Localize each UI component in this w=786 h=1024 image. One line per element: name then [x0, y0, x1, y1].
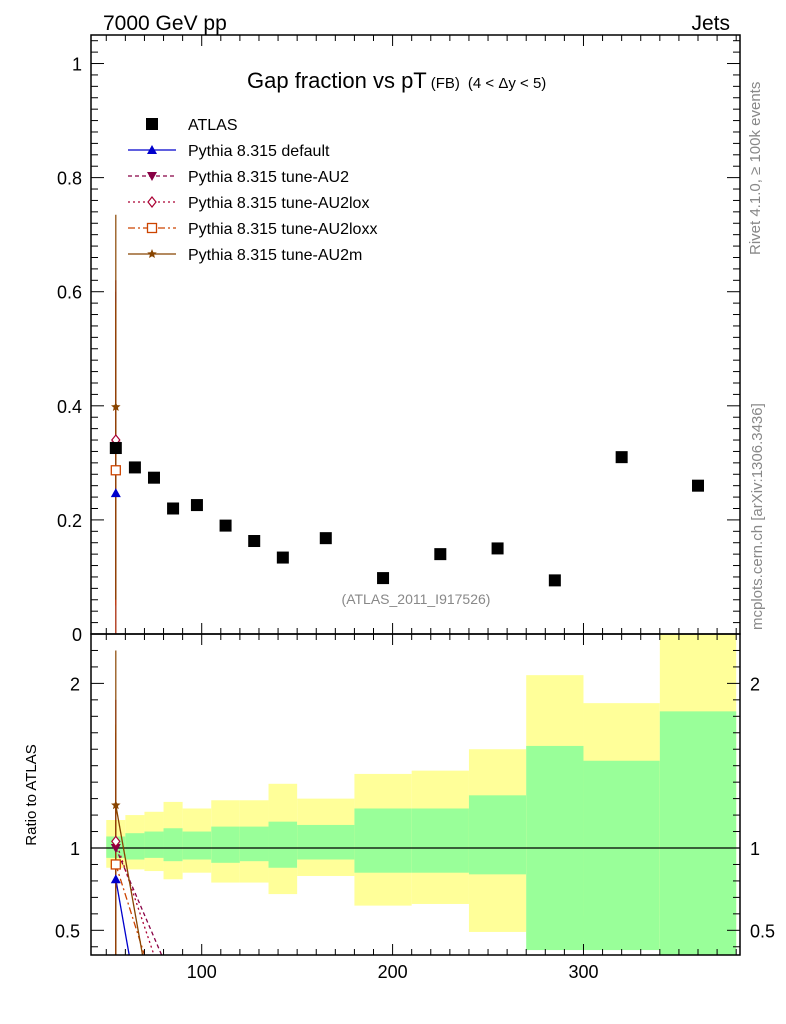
atlas-point-9 [377, 572, 390, 585]
plot-title-main: Gap fraction vs pT [247, 68, 427, 93]
main-ytick-label-2: 0.4 [57, 397, 82, 417]
mc-point-au2loxx [110, 465, 121, 476]
ratio-data-layer [110, 650, 163, 956]
ratio-line-au2m [115, 805, 144, 956]
atlas-point-10 [434, 548, 447, 561]
atlas-point-1 [128, 461, 141, 474]
atlas-point-7 [276, 551, 289, 564]
ratio-point-default [110, 874, 121, 884]
legend-label-au2loxx: Pythia 8.315 tune-AU2loxx [188, 221, 377, 238]
legend-label-au2: Pythia 8.315 tune-AU2 [188, 169, 349, 186]
x-tick-label-100: 100 [187, 962, 217, 982]
mcplots-label: mcplots.cern.ch [arXiv:1306.3436] [749, 403, 766, 630]
inner-band-2 [144, 831, 164, 858]
inner-band-7 [268, 821, 298, 868]
main-ytick-label-3: 0.6 [57, 283, 82, 303]
legend-marker-au2 [147, 172, 157, 181]
ratio-uncertainty-bands [91, 634, 740, 955]
atlas-point-12 [548, 574, 561, 587]
ratio-ytick-label-right-2: 2 [750, 674, 760, 694]
ratio-ytick-label-left-2: 2 [70, 674, 80, 694]
legend-label-atlas: ATLAS [188, 117, 238, 134]
atlas-point-8 [319, 532, 332, 545]
inner-band-6 [239, 826, 269, 862]
legend-marker-default [147, 145, 157, 154]
ratio-line-default [115, 879, 130, 956]
inner-band-9 [354, 808, 412, 873]
ratio-ytick-label-left-0: 0.5 [55, 921, 80, 941]
atlas-point-6 [248, 535, 261, 548]
mc-point-default [110, 488, 121, 498]
ratio-ytick-label-right-0: 0.5 [750, 921, 775, 941]
legend-label-default: Pythia 8.315 default [188, 143, 330, 160]
main-data-layer [109, 214, 705, 634]
plot-title-range: (4 < Δy < 5) [468, 75, 546, 92]
legend-label-au2lox: Pythia 8.315 tune-AU2lox [188, 195, 369, 212]
ratio-frame [90, 633, 741, 956]
analysis-watermark: (ATLAS_2011_I917526) [342, 591, 491, 607]
atlas-point-13 [615, 451, 628, 464]
x-tick-label-200: 200 [378, 962, 408, 982]
main-ytick-label-4: 0.8 [57, 169, 82, 189]
atlas-point-0 [109, 442, 122, 455]
atlas-point-2 [147, 471, 160, 484]
inner-band-3 [163, 828, 183, 862]
ratio-ylabel: Ratio to ATLAS [23, 744, 40, 845]
main-ytick-label-0: 0 [72, 625, 82, 645]
inner-band-1 [125, 833, 145, 860]
ratio-ytick-label-left-1: 1 [70, 839, 80, 859]
ratio-point-au2 [110, 844, 121, 853]
legend-label-au2m: Pythia 8.315 tune-AU2m [188, 247, 362, 264]
mc-point-au2m [111, 401, 121, 411]
inner-band-5 [211, 826, 240, 863]
ratio-point-au2m [111, 800, 121, 810]
inner-band-4 [182, 831, 212, 860]
atlas-point-4 [190, 499, 203, 512]
inner-band-14 [659, 711, 737, 955]
header-energy: 7000 GeV pp [103, 12, 227, 35]
inner-band-11 [468, 795, 527, 875]
atlas-point-5 [219, 519, 232, 532]
legend-marker-atlas [146, 118, 158, 130]
ratio-point-au2loxx [110, 859, 121, 870]
ratio-point-au2lox [111, 835, 121, 848]
plot-title-sub: (FB) [431, 75, 460, 92]
atlas-point-11 [491, 542, 504, 555]
axes-layer: 100 200 300 0 0.2 0.4 0.6 0.8 1 0.5 0.5 1 1 2 2 [55, 34, 775, 982]
rivet-label: Rivet 4.1.0, ≥ 100k events [747, 82, 764, 255]
inner-band-10 [411, 808, 469, 873]
inner-band-8 [297, 824, 355, 860]
atlas-point-3 [167, 502, 180, 515]
ratio-ytick-label-right-1: 1 [750, 839, 760, 859]
plot-title: Gap fraction vs pT (FB) (4 < Δy < 5) [247, 68, 546, 93]
inner-band-13 [583, 760, 660, 951]
ratio-line-au2 [115, 847, 163, 956]
main-ytick-label-5: 1 [72, 55, 82, 75]
legend: ATLAS Pythia 8.315 default Pythia 8.315 … [128, 117, 377, 264]
legend-marker-au2lox [147, 196, 157, 208]
legend-marker-au2m [147, 249, 157, 259]
atlas-point-14 [692, 479, 705, 492]
main-ytick-label-1: 0.2 [57, 511, 82, 531]
legend-marker-au2loxx [146, 222, 158, 234]
x-tick-label-300: 300 [568, 962, 598, 982]
header-process: Jets [691, 12, 730, 35]
